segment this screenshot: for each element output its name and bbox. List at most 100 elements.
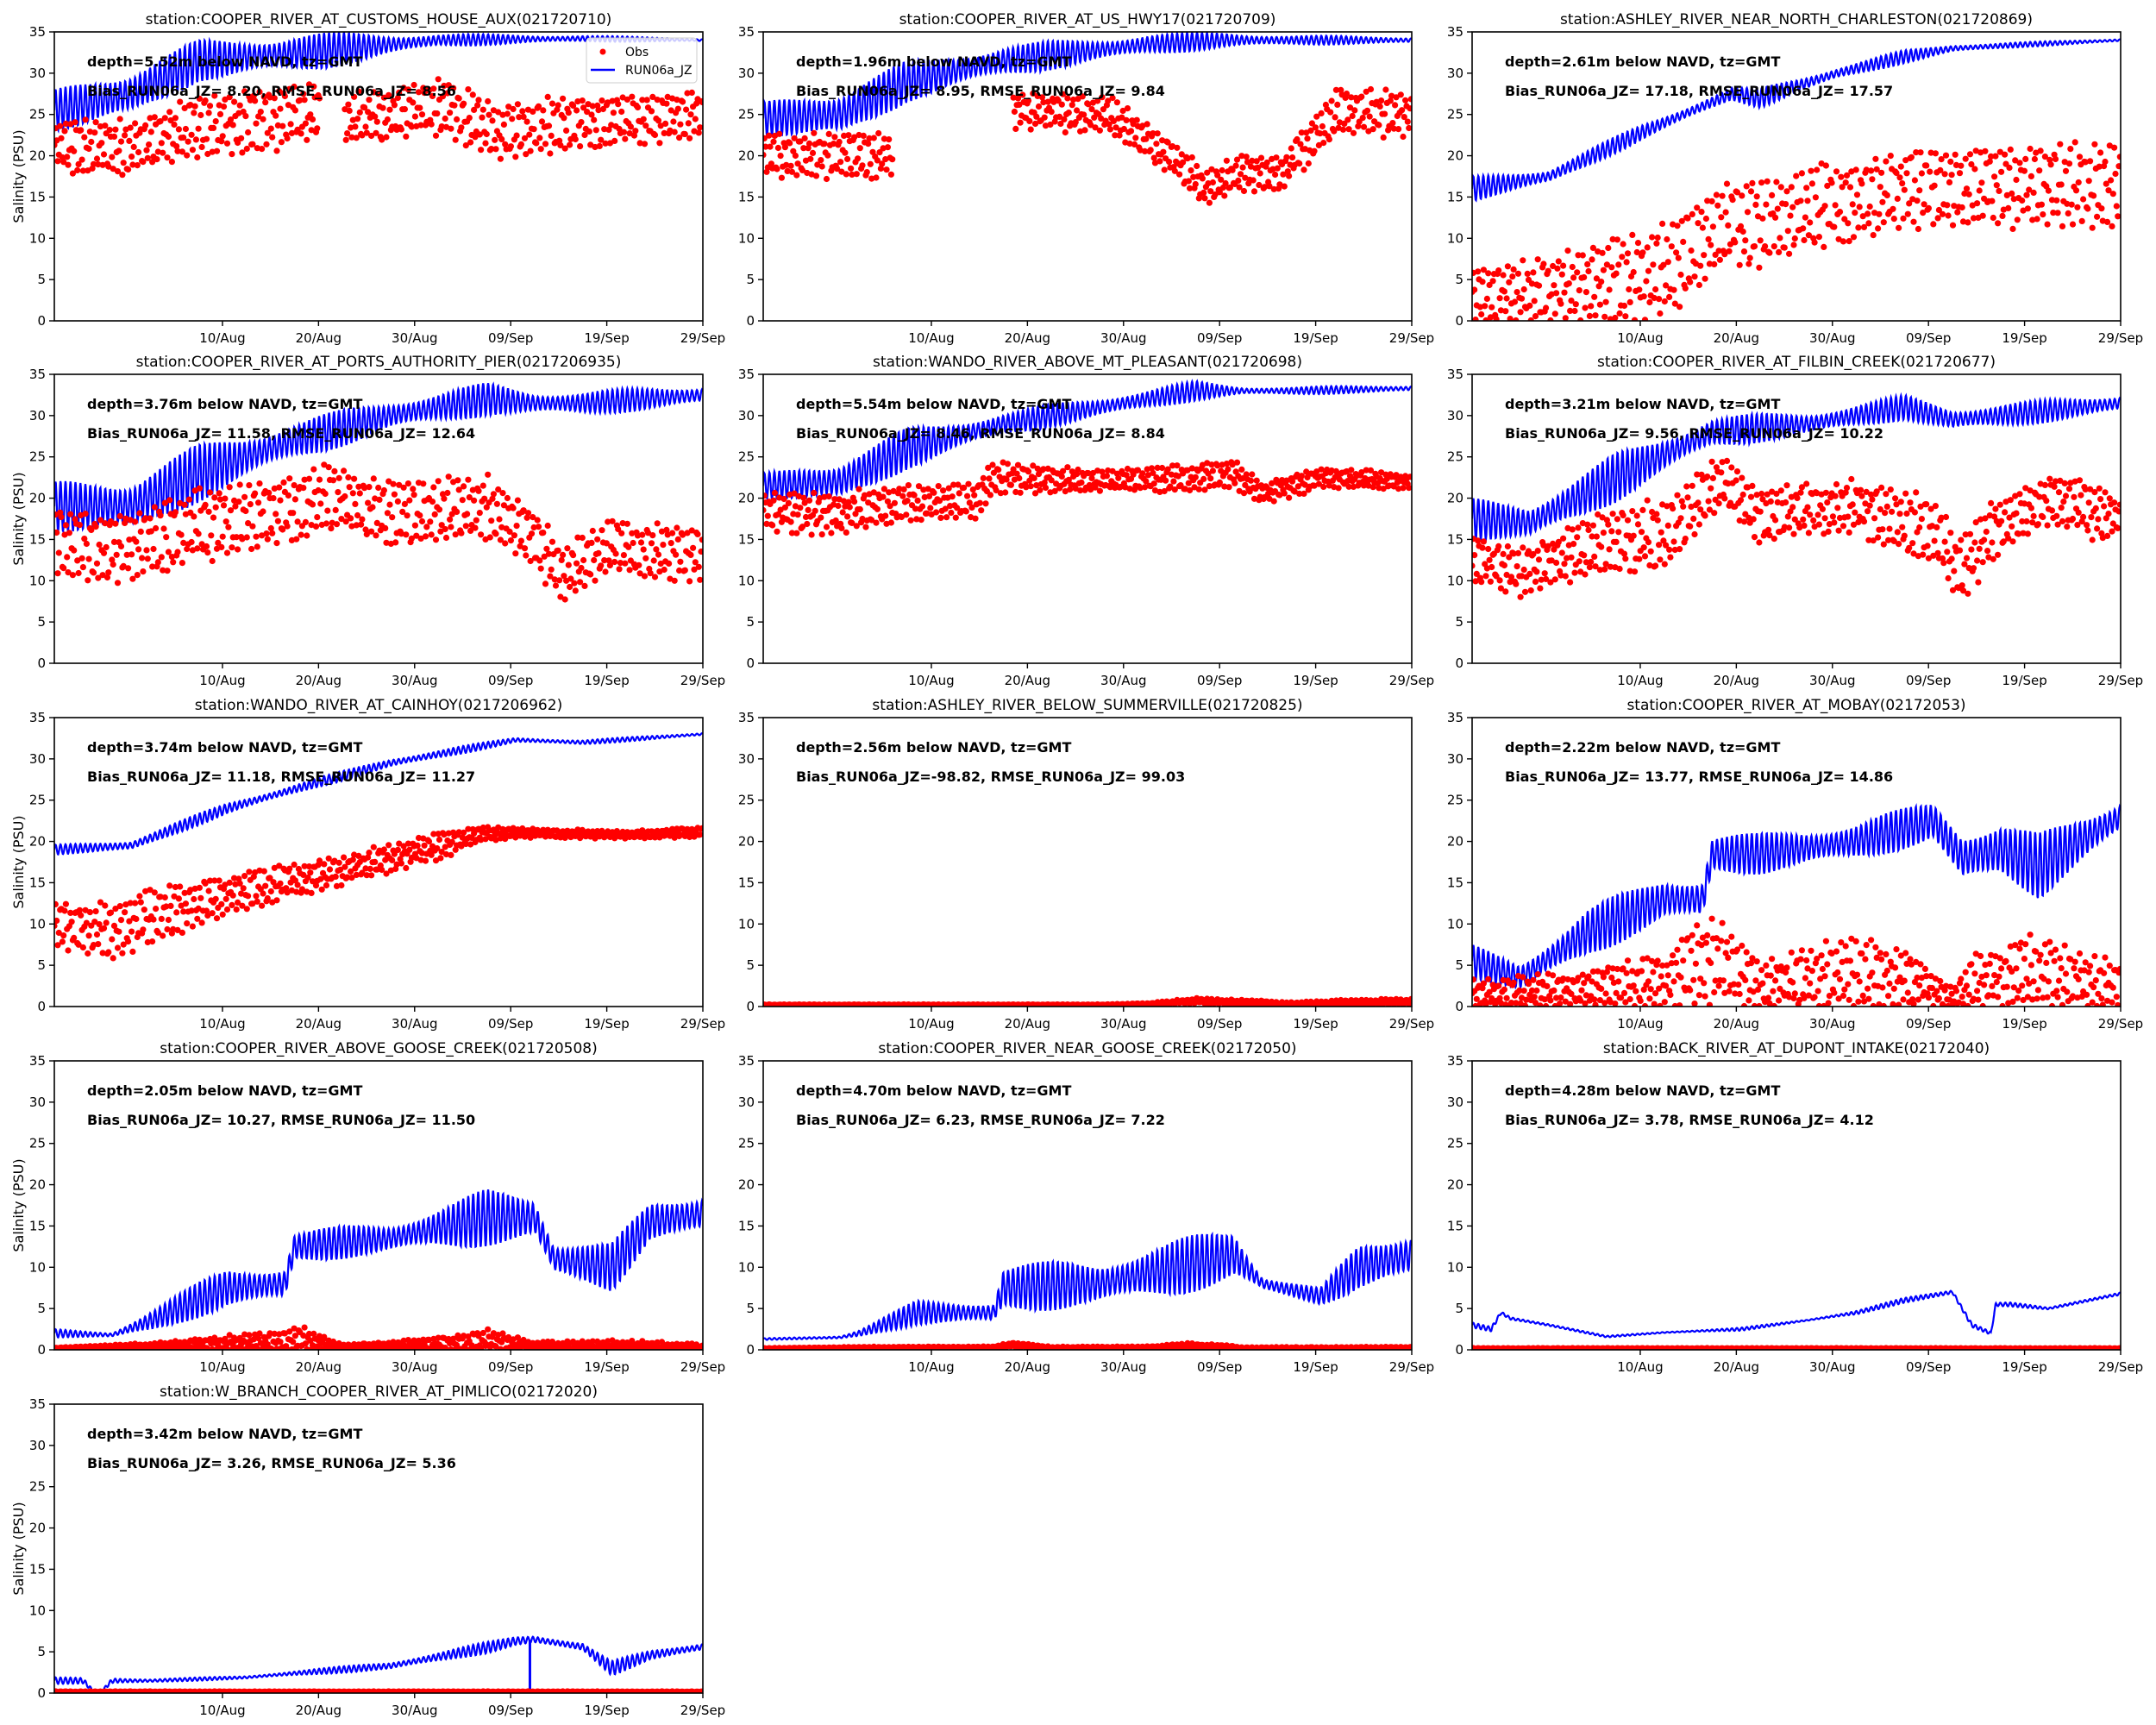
obs-point [274,122,281,129]
obs-point [1358,469,1365,476]
obs-point [1567,307,1574,314]
obs-point [1631,317,1639,321]
obs-point [160,932,166,939]
obs-point [336,866,344,874]
obs-point [877,165,884,172]
obs-point [1397,91,1404,98]
obs-point [1708,458,1715,465]
obs-point [479,114,486,121]
obs-point [1689,210,1695,217]
obs-point [1771,1002,1777,1007]
obs-point [1663,282,1670,289]
obs-point [229,892,236,899]
obs-point [1631,568,1639,575]
obs-point [577,579,584,586]
obs-point [1776,248,1783,255]
obs-point [383,134,390,141]
obs-point [2072,187,2080,194]
obs-point [110,922,118,929]
obs-point [1800,225,1807,232]
obs-point [1141,147,1149,154]
obs-point [1902,490,1909,497]
obs-point [1560,535,1567,542]
obs-point [1657,556,1664,563]
obs-point [1574,269,1581,276]
obs-point [260,890,266,897]
obs-point [644,530,652,536]
obs-point [1520,544,1526,551]
obs-point [611,137,618,144]
obs-point [1011,108,1018,116]
obs-point [420,85,427,91]
obs-point [241,88,248,95]
obs-point [143,147,150,154]
obs-point [310,83,317,90]
obs-point [1180,159,1187,166]
stats-annotation: Bias_RUN06a_JZ= 11.18, RMSE_RUN06a_JZ= 1… [87,768,475,785]
obs-point [1954,209,1961,216]
obs-point [831,496,838,503]
obs-point [448,524,454,530]
obs-point [1345,483,1352,490]
obs-point [1850,521,1858,528]
obs-point [1240,490,1248,497]
obs-point [1617,994,1625,1001]
y-tick-label: 20 [738,491,755,506]
obs-point [1756,539,1763,546]
obs-point [286,85,293,92]
obs-point [868,517,875,524]
obs-point [1705,235,1712,242]
obs-point [1714,945,1721,952]
obs-point [1663,982,1670,989]
obs-point [417,512,423,519]
obs-point [1757,508,1764,515]
obs-point [2074,204,2081,210]
obs-point [434,845,441,852]
obs-point [335,474,342,481]
obs-point [1288,145,1294,152]
obs-point [1653,240,1660,247]
obs-point [1081,127,1088,134]
obs-point [211,494,218,501]
obs-point [968,514,975,521]
obs-point [249,900,256,907]
obs-point [1589,256,1595,263]
obs-point [2041,481,2048,489]
obs-point [1017,489,1024,496]
obs-point [1956,170,1964,177]
obs-point [1153,141,1160,147]
obs-point [236,880,243,887]
obs-point [1233,459,1241,466]
obs-point [1547,997,1554,1004]
x-tick-label: 20/Aug [296,330,342,346]
y-tick-label: 25 [29,793,46,808]
obs-point [71,934,78,941]
obs-point [1345,126,1352,133]
obs-point [1061,116,1068,122]
obs-point [573,560,580,567]
obs-point [495,109,502,116]
obs-point [1603,261,1610,268]
obs-point [1064,464,1071,471]
obs-point [1479,544,1486,551]
obs-point [2112,170,2119,178]
obs-point [1976,545,1983,552]
obs-point [103,574,111,581]
obs-point [2057,141,2064,147]
obs-point [1496,994,1503,1001]
obs-point [1981,536,1988,543]
obs-point [1751,243,1758,250]
obs-point [1711,260,1718,267]
obs-point [1133,116,1140,123]
obs-point [924,510,931,517]
obs-point [1749,482,1756,490]
obs-point [776,130,783,137]
obs-point [1592,563,1599,570]
obs-point [273,112,279,119]
obs-point [1930,552,1937,559]
obs-point [835,502,842,510]
obs-point [634,104,642,111]
obs-point [1041,479,1048,486]
obs-point [210,124,217,131]
